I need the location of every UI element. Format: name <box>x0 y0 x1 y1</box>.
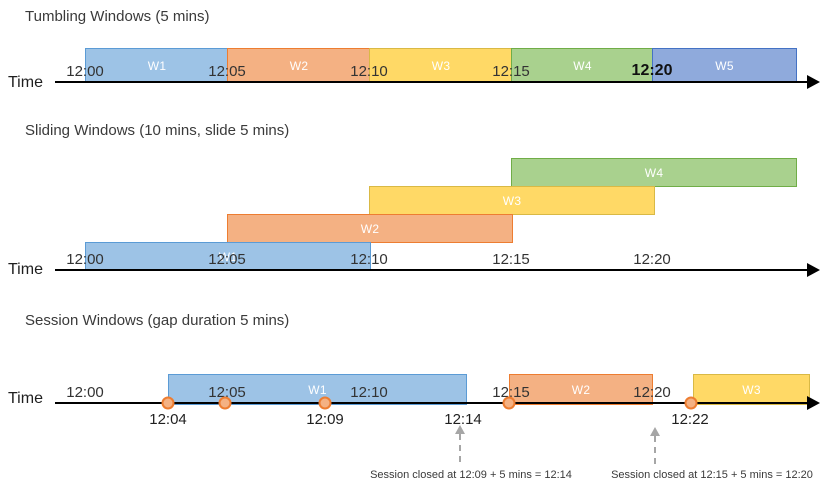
window-label: W4 <box>573 58 592 73</box>
sliding-window-w3: W3 <box>369 186 655 215</box>
sliding-time-axis <box>55 263 820 277</box>
session-close-arrow-1 <box>455 425 465 462</box>
tumbling-time-axis-label: Time <box>8 74 43 91</box>
window-label: W2 <box>360 221 380 236</box>
arrow-up-icon <box>455 425 465 434</box>
sliding-tick-12-00: 12:00 <box>66 251 104 268</box>
event-dot-5 <box>684 396 698 410</box>
event-time-12-14: 12:14 <box>444 411 482 428</box>
sliding-window-w2: W2 <box>227 214 513 243</box>
event-dot-4 <box>502 396 516 410</box>
session-tick-12-10: 12:10 <box>350 384 388 401</box>
event-time-12-09: 12:09 <box>306 411 344 428</box>
tumbling-tick-12-15: 12:15 <box>492 63 530 80</box>
session-window-w2: W2 <box>509 374 653 405</box>
arrow-up-icon <box>650 427 660 436</box>
window-label: W2 <box>289 58 309 73</box>
window-label: W3 <box>431 58 451 73</box>
session-time-axis-label: Time <box>8 390 43 407</box>
window-label: W2 <box>571 382 591 397</box>
event-time-12-04: 12:04 <box>149 411 187 428</box>
window-label: W3 <box>502 193 522 208</box>
tumbling-window-w1: W1 <box>85 48 229 83</box>
window-label: W5 <box>715 58 734 73</box>
sliding-window-w4: W4 <box>511 158 797 187</box>
window-label: W1 <box>147 58 167 73</box>
session-close-annotation-2: Session closed at 12:15 + 5 mins = 12:20 <box>611 469 813 481</box>
event-time-12-22: 12:22 <box>671 411 709 428</box>
sliding-tick-12-10: 12:10 <box>350 251 388 268</box>
sliding-time-axis-label: Time <box>8 261 43 278</box>
tumbling-tick-12-00: 12:00 <box>66 63 104 80</box>
tumbling-time-axis <box>55 75 820 89</box>
session-close-annotation-1: Session closed at 12:09 + 5 mins = 12:14 <box>370 469 572 481</box>
session-window-w3: W3 <box>693 374 810 405</box>
tumbling-tick-12-20: 12:20 <box>631 62 673 79</box>
tumbling-tick-12-05: 12:05 <box>208 63 246 80</box>
sliding-window-w1: W1 <box>85 242 371 271</box>
session-tick-12-05: 12:05 <box>208 384 246 401</box>
session-section-title: Session Windows (gap duration 5 mins) <box>25 312 290 329</box>
session-tick-12-20: 12:20 <box>633 384 671 401</box>
session-time-axis <box>55 396 820 410</box>
axis-arrow-icon <box>807 263 820 277</box>
sliding-tick-12-05: 12:05 <box>208 251 246 268</box>
axis-arrow-icon <box>807 396 820 410</box>
window-label: W1 <box>308 382 327 397</box>
window-label: W1 <box>218 249 238 264</box>
event-dot-3 <box>318 396 332 410</box>
event-dot-1 <box>161 396 175 410</box>
session-tick-12-15: 12:15 <box>492 384 530 401</box>
tumbling-window-w5: W5 <box>652 48 797 83</box>
axis-arrow-icon <box>807 75 820 89</box>
tumbling-section-title: Tumbling Windows (5 mins) <box>25 8 210 25</box>
window-label: W4 <box>644 165 664 180</box>
tumbling-tick-12-10: 12:10 <box>350 63 388 80</box>
session-close-arrow-2 <box>650 427 660 464</box>
sliding-tick-12-15: 12:15 <box>492 251 530 268</box>
tumbling-window-w3: W3 <box>369 48 513 83</box>
sliding-tick-12-20: 12:20 <box>633 251 671 268</box>
window-label: W3 <box>742 382 761 397</box>
session-tick-12-00: 12:00 <box>66 384 104 401</box>
sliding-section-title: Sliding Windows (10 mins, slide 5 mins) <box>25 122 290 139</box>
event-dot-2 <box>218 396 232 410</box>
session-window-w1: W1 <box>168 374 467 405</box>
